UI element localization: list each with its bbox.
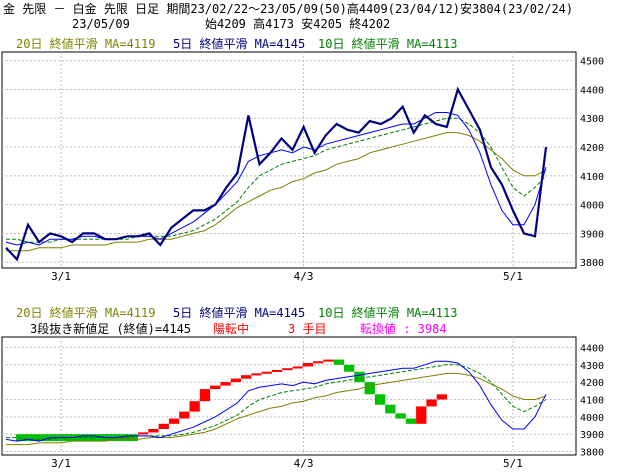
x-tick-label: 3/1 — [51, 270, 71, 283]
down-box — [364, 382, 375, 395]
legend-ma5-bottom: 5日 終値平滑 MA=4145 — [173, 306, 306, 320]
up-box — [313, 361, 324, 364]
series-ma20 — [6, 372, 547, 446]
x-tick-label: 4/3 — [294, 457, 314, 470]
up-box — [261, 371, 272, 374]
y-tick-label: 4400 — [580, 343, 604, 354]
y-tick-label: 4200 — [580, 378, 604, 389]
up-box — [241, 375, 252, 379]
y-tick-label: 4100 — [580, 172, 604, 183]
down-box — [405, 418, 417, 424]
down-box — [333, 359, 344, 365]
x-tick-label: 4/3 — [294, 270, 314, 283]
kagi-label: 3段抜き新値足 (終値)=4145 — [30, 322, 192, 336]
up-box — [138, 432, 149, 435]
up-box — [168, 418, 180, 424]
legend-ma10: 10日 終値平滑 MA=4113 — [318, 37, 458, 51]
series-ma5 — [5, 112, 547, 246]
y-tick-label: 4300 — [580, 114, 604, 125]
down-box — [16, 434, 138, 442]
y-tick-label: 4500 — [580, 57, 604, 68]
y-tick-label: 4100 — [580, 395, 604, 406]
legend-ma20: 20日 終値平滑 MA=4119 — [16, 37, 156, 51]
up-box — [179, 411, 190, 419]
up-box — [292, 366, 303, 369]
x-tick-label: 5/1 — [503, 270, 523, 283]
date-label: 23/05/09 — [72, 17, 130, 31]
up-box — [282, 368, 293, 371]
up-box — [230, 378, 241, 383]
up-box — [426, 399, 437, 407]
up-box — [220, 382, 231, 386]
x-tick-label: 5/1 — [503, 457, 523, 470]
ohlc-label: 始4209 高4173 安4205 終4202 — [205, 17, 391, 31]
legend-ma10-bottom: 10日 終値平滑 MA=4113 — [318, 306, 458, 320]
up-box — [189, 401, 200, 412]
down-box — [354, 371, 365, 383]
y-tick-label: 4300 — [580, 361, 604, 372]
y-tick-label: 3900 — [580, 430, 604, 441]
x-tick-label: 3/1 — [51, 457, 71, 470]
up-box — [271, 370, 283, 372]
period-header: 金 先限 － 白金 先限 日足 期間23/02/22～23/05/09(50)高… — [3, 2, 574, 16]
up-box — [158, 423, 169, 429]
top-chart: 3800 3900 4000 4100 4200 4300 4400 4500 3/1 4/3 5/… — [1, 51, 604, 283]
down-box — [385, 404, 396, 414]
legend-ma20-bottom: 20日 終値平滑 MA=4119 — [16, 306, 156, 320]
legend-ma5: 5日 終値平滑 MA=4145 — [173, 37, 306, 51]
plot-frame — [1, 51, 577, 269]
series-ma20 — [6, 132, 547, 252]
down-box — [374, 394, 386, 405]
up-box — [436, 394, 447, 400]
up-box — [210, 385, 221, 390]
y-tick-label: 4000 — [580, 201, 604, 212]
y-tick-label: 3800 — [580, 448, 604, 459]
y-tick-label: 3800 — [580, 258, 604, 269]
down-box — [395, 413, 406, 419]
y-tick-label: 4200 — [580, 143, 604, 154]
up-box — [416, 406, 427, 424]
series-ma5 — [5, 360, 547, 442]
y-tick-label: 4400 — [580, 85, 604, 96]
y-tick-label: 4000 — [580, 413, 604, 424]
up-box — [199, 389, 211, 402]
kagi-state: 陽転中 — [213, 322, 250, 336]
up-box — [302, 363, 314, 367]
bottom-chart: 3800 3900 4000 4100 4200 4300 4400 3/1 4/3 5/1 — [1, 336, 604, 470]
y-tick-label: 3900 — [580, 229, 604, 240]
series-price — [5, 86, 548, 262]
series-ma10 — [6, 117, 547, 243]
up-box — [148, 429, 159, 433]
up-box — [323, 359, 334, 362]
series-ma10 — [6, 364, 547, 440]
down-box — [344, 364, 355, 372]
kagi-step: 3 手目 — [288, 322, 327, 336]
up-box — [251, 373, 262, 376]
kagi-reversal: 転換値 : 3984 — [360, 322, 447, 336]
